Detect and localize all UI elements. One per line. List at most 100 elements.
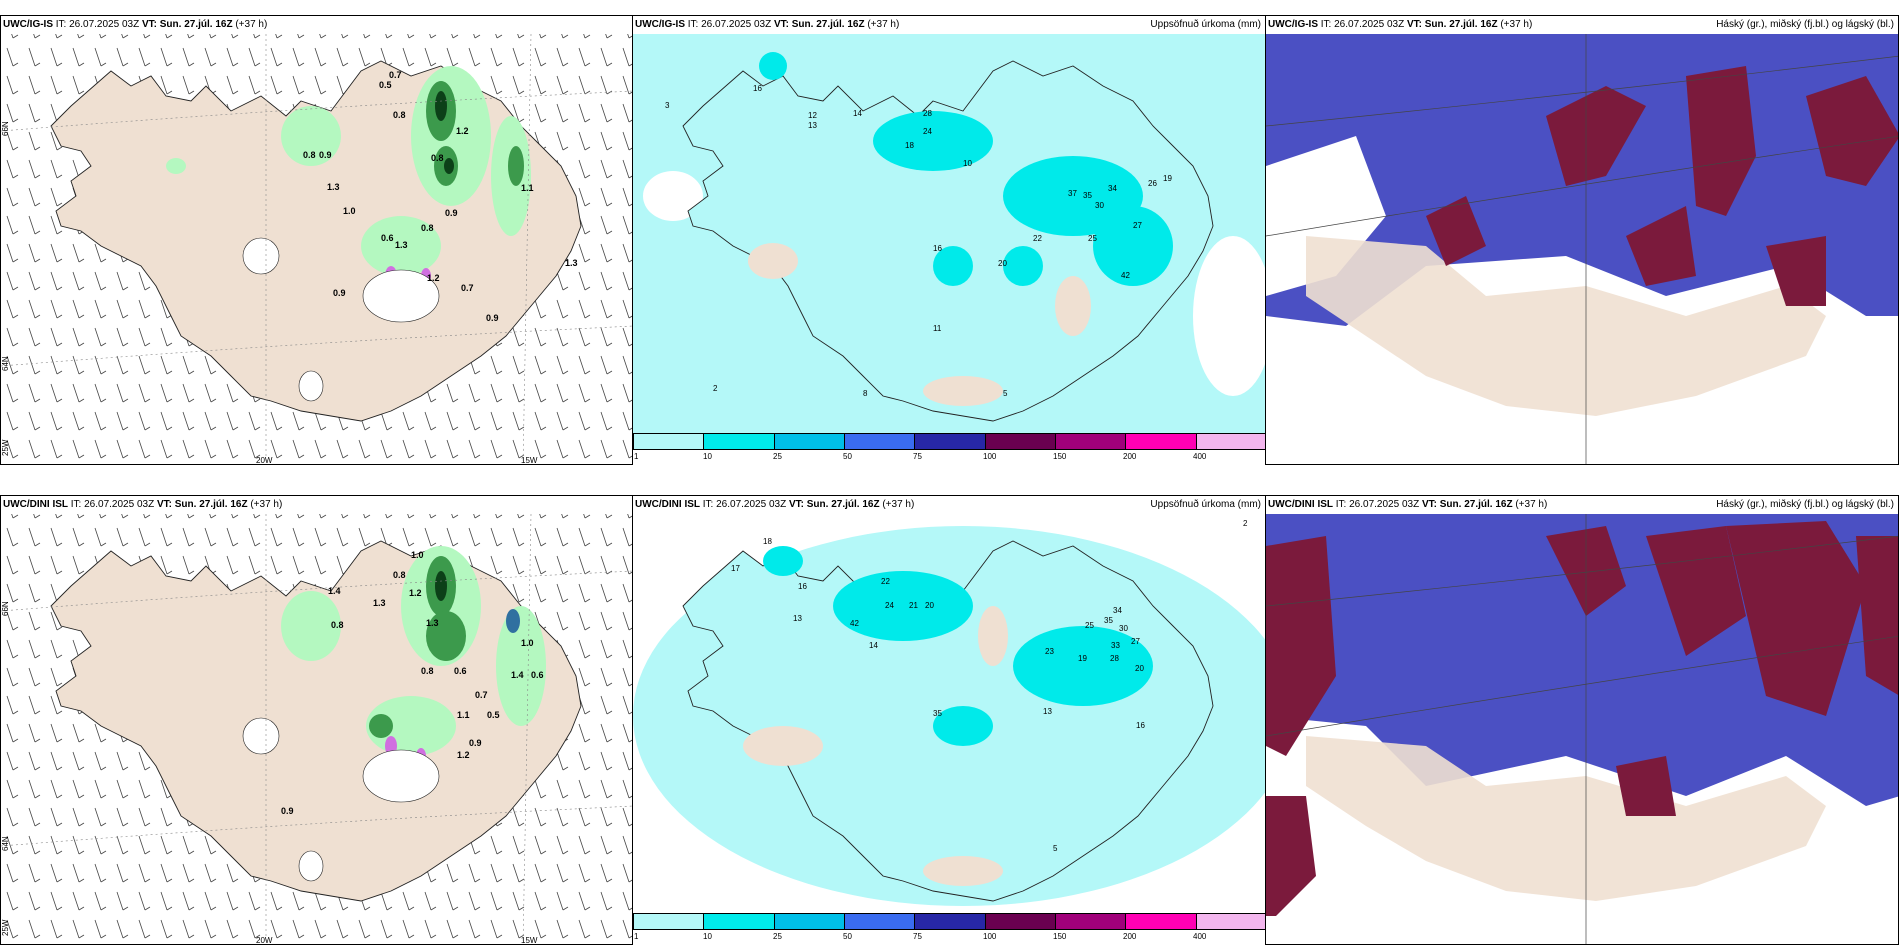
panel-header: UWC/IG-IS IT: 26.07.2025 03Z VT: Sun. 27… xyxy=(633,16,899,34)
svg-text:19: 19 xyxy=(1163,174,1172,183)
model-name: UWC/DINI ISL xyxy=(3,499,68,510)
model-name: UWC/IG-IS xyxy=(3,19,53,30)
svg-text:0.9: 0.9 xyxy=(445,208,458,218)
lat-label-66n: 66N xyxy=(1,121,10,136)
panel-precip-wind-row2: UWC/DINI ISL IT: 26.07.2025 03Z VT: Sun.… xyxy=(0,495,633,945)
accum-value-labels: 3 16 12 13 14 24 28 10 18 37 34 35 30 22… xyxy=(665,84,1172,398)
svg-text:34: 34 xyxy=(1113,606,1122,615)
svg-text:2: 2 xyxy=(713,384,718,393)
svg-text:1.2: 1.2 xyxy=(456,126,469,136)
svg-text:24: 24 xyxy=(885,601,894,610)
lat-label-25w: 25W xyxy=(1,439,10,456)
model-name: UWC/IG-IS xyxy=(635,19,685,30)
svg-text:1.1: 1.1 xyxy=(521,183,534,193)
svg-text:20: 20 xyxy=(998,259,1007,268)
init-label: IT: xyxy=(687,19,699,30)
valid-label: VT: xyxy=(1406,19,1422,30)
svg-text:14: 14 xyxy=(869,641,878,650)
svg-text:10: 10 xyxy=(963,159,972,168)
colorbar-seg xyxy=(915,914,986,929)
svg-text:0.6: 0.6 xyxy=(454,666,467,676)
svg-text:1.4: 1.4 xyxy=(328,586,341,596)
colorbar-seg xyxy=(774,434,845,449)
svg-text:12: 12 xyxy=(808,111,817,120)
precip-wind-map: 1.0 0.8 1.2 1.4 0.8 1.3 1.3 0.8 0.6 1.4 … xyxy=(1,513,632,944)
colorbar-label: 150 xyxy=(1053,452,1067,461)
svg-text:1.2: 1.2 xyxy=(457,750,470,760)
panel-accum-precip-row1: UWC/IG-IS IT: 26.07.2025 03Z VT: Sun. 27… xyxy=(632,15,1266,450)
svg-text:35: 35 xyxy=(1104,616,1113,625)
precip-value-labels: 1.0 0.8 1.2 1.4 0.8 1.3 1.3 0.8 0.6 1.4 … xyxy=(281,550,544,816)
valid-time: Sun. 27.júl. 16Z xyxy=(159,19,233,30)
colorbar-seg xyxy=(634,434,705,449)
colorbar-label: 100 xyxy=(983,932,997,941)
svg-text:0.9: 0.9 xyxy=(333,288,346,298)
svg-text:1.1: 1.1 xyxy=(457,710,470,720)
panel-header: UWC/DINI ISL IT: 26.07.2025 03Z VT: Sun.… xyxy=(1266,496,1547,514)
svg-text:13: 13 xyxy=(793,614,802,623)
lead-time: (+37 h) xyxy=(235,19,268,30)
panel-clouds-row1: UWC/IG-IS IT: 26.07.2025 03Z VT: Sun. 27… xyxy=(1265,15,1899,465)
svg-text:16: 16 xyxy=(753,84,762,93)
valid-label: VT: xyxy=(788,499,804,510)
svg-text:0.8: 0.8 xyxy=(393,110,406,120)
colorbar-label: 50 xyxy=(843,932,852,941)
colorbar-label: 400 xyxy=(1193,452,1207,461)
svg-text:0.9: 0.9 xyxy=(281,806,294,816)
svg-text:34: 34 xyxy=(1108,184,1117,193)
svg-text:0.7: 0.7 xyxy=(389,70,402,80)
valid-label: VT: xyxy=(1421,499,1437,510)
svg-text:0.8: 0.8 xyxy=(393,570,406,580)
svg-text:1.0: 1.0 xyxy=(411,550,424,560)
colorbar-label: 50 xyxy=(843,452,852,461)
colorbar-label: 1 xyxy=(634,452,639,461)
valid-label: VT: xyxy=(156,499,172,510)
lead-time: (+37 h) xyxy=(867,19,900,30)
init-time: 26.07.2025 03Z xyxy=(1334,19,1405,30)
colorbar-seg xyxy=(1055,434,1127,449)
valid-time: Sun. 27.júl. 16Z xyxy=(791,19,865,30)
svg-text:16: 16 xyxy=(1136,721,1145,730)
colorbar-label: 10 xyxy=(703,932,712,941)
colorbar-seg xyxy=(634,914,705,929)
lon-label-15w: 15W xyxy=(521,456,538,465)
svg-text:22: 22 xyxy=(1033,234,1042,243)
lead-time: (+37 h) xyxy=(1500,19,1533,30)
svg-text:16: 16 xyxy=(798,582,807,591)
colorbar-label: 200 xyxy=(1123,932,1137,941)
panel-header: UWC/IG-IS IT: 26.07.2025 03Z VT: Sun. 27… xyxy=(1266,16,1532,34)
svg-text:23: 23 xyxy=(1045,647,1054,656)
svg-text:18: 18 xyxy=(905,141,914,150)
lon-label-15w: 15W xyxy=(521,936,538,945)
svg-text:1.2: 1.2 xyxy=(409,588,422,598)
init-label: IT: xyxy=(1335,499,1347,510)
valid-time: Sun. 27.júl. 16Z xyxy=(806,499,880,510)
precip-wind-map: 0.7 0.5 0.8 0.8 0.9 1.2 0.8 0.9 1.3 1.0 … xyxy=(1,33,632,464)
svg-text:13: 13 xyxy=(808,121,817,130)
lon-label-20w: 20W xyxy=(256,456,273,465)
svg-text:1.2: 1.2 xyxy=(427,273,440,283)
svg-text:20: 20 xyxy=(1135,664,1144,673)
svg-text:25: 25 xyxy=(1088,234,1097,243)
svg-text:1.3: 1.3 xyxy=(373,598,386,608)
svg-text:1.3: 1.3 xyxy=(327,182,340,192)
precip-value-labels: 0.7 0.5 0.8 0.8 0.9 1.2 0.8 0.9 1.3 1.0 … xyxy=(303,70,578,323)
svg-text:0.7: 0.7 xyxy=(461,283,474,293)
svg-text:5: 5 xyxy=(1003,389,1008,398)
model-name: UWC/IG-IS xyxy=(1268,19,1318,30)
svg-text:26: 26 xyxy=(1148,179,1157,188)
panel-header: UWC/DINI ISL IT: 26.07.2025 03Z VT: Sun.… xyxy=(1,496,282,514)
svg-text:19: 19 xyxy=(1078,654,1087,663)
panel-title: Uppsöfnuð úrkoma (mm) xyxy=(1150,499,1261,510)
svg-text:18: 18 xyxy=(763,537,772,546)
valid-time: Sun. 27.júl. 16Z xyxy=(1424,19,1498,30)
panel-title: Háský (gr.), miðský (fj.bl.) og lágský (… xyxy=(1716,19,1894,30)
colorbar-seg xyxy=(844,434,916,449)
svg-text:33: 33 xyxy=(1111,641,1120,650)
lon-label-20w: 20W xyxy=(256,936,273,945)
valid-label: VT: xyxy=(141,19,157,30)
svg-text:5: 5 xyxy=(1053,844,1058,853)
svg-text:0.9: 0.9 xyxy=(469,738,482,748)
init-label: IT: xyxy=(1320,19,1332,30)
svg-text:25: 25 xyxy=(1085,621,1094,630)
